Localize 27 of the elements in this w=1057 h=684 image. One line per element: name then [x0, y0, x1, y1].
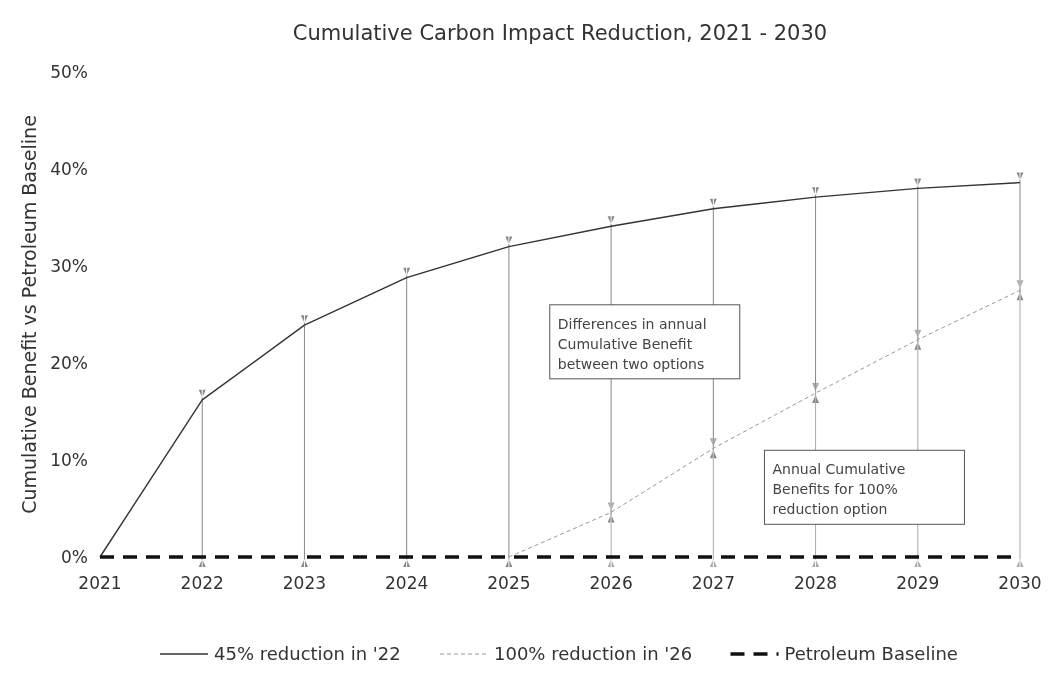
annotation: Differences in annual Cumulative Benefit between two options: [557, 315, 707, 372]
y-axis-title: Cumulative Benefit vs Petroleum Baseline: [18, 115, 40, 514]
x-tick-label: 2022: [180, 573, 224, 593]
y-tick-label: 50%: [50, 62, 88, 82]
y-tick-label: 40%: [50, 159, 88, 179]
x-tick-label: 2021: [78, 573, 122, 593]
note-box: Annual Cumulative Benefits for 100% reduction option: [763, 449, 965, 525]
y-tick-label: 0%: [61, 547, 88, 567]
y-tick-label: 30%: [50, 256, 88, 276]
y-tick-label: 20%: [50, 353, 88, 373]
note-box: Differences in annual Cumulative Benefit between two options: [549, 304, 741, 380]
x-tick-label: 2027: [691, 573, 735, 593]
legend-label: 100% reduction in '26: [494, 643, 693, 664]
x-tick-label: 2024: [385, 573, 429, 593]
annotation: Annual Cumulative Benefits for 100% reduction option: [772, 461, 906, 518]
chart-title: Cumulative Carbon Impact Reduction, 2021 - 2030: [292, 21, 828, 45]
y-tick-label: 10%: [50, 450, 88, 470]
legend-label: 45% reduction in '22: [214, 643, 401, 664]
x-tick-label: 2023: [282, 573, 327, 593]
line-series: [99, 181, 1021, 558]
x-tick-label: 2028: [793, 573, 838, 593]
x-tick-label: 2026: [589, 573, 633, 593]
x-tick-label: 2029: [896, 573, 940, 593]
legend-label: Petroleum Baseline: [784, 643, 958, 664]
x-tick-label: 2030: [998, 573, 1042, 593]
x-tick-label: 2025: [487, 573, 531, 593]
line-series: [508, 289, 1021, 558]
